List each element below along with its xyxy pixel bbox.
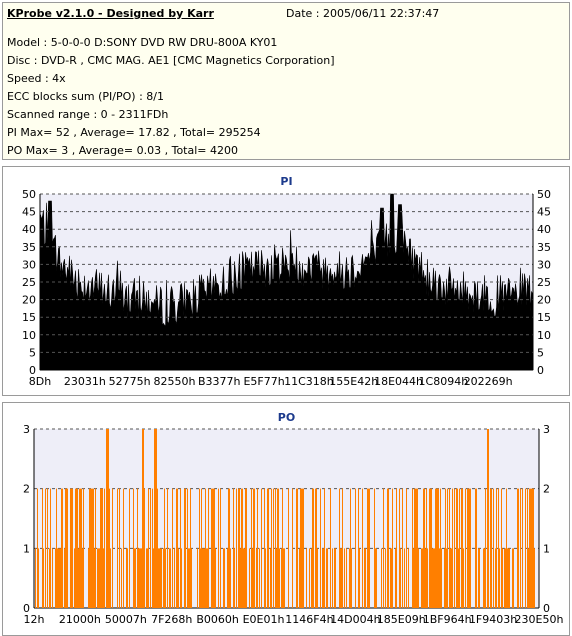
- po-ytick-left: 3: [23, 423, 30, 436]
- po-ytick-left: 1: [23, 542, 30, 555]
- po-chart: PO 0 0 1 1 2 2 3 3 12h 21000h 50007h 7F268h B0060h E0E…: [23, 411, 564, 626]
- info-panel: KProbe v2.1.0 - Designed by Karr Date : …: [2, 2, 570, 160]
- po-chart-title: PO: [278, 411, 295, 424]
- pi-ytick-left: 40: [22, 223, 36, 236]
- pi-ytick-left: 25: [22, 276, 36, 289]
- pi-ytick-right: 30: [537, 258, 551, 271]
- po-xtick: E0E01h: [243, 613, 285, 626]
- po-chart-panel: PO 0 0 1 1 2 2 3 3 12h 21000h 50007h 7F268h B0060h E0E…: [2, 402, 570, 636]
- pi-xtick: 202269h: [464, 375, 513, 388]
- pi-ytick-right: 5: [537, 346, 544, 359]
- info-pi-stats: PI Max= 52 , Average= 17.82 , Total= 295…: [7, 126, 261, 139]
- pi-chart-panel: PI 0 0 5 5 10 10 15 15 20 20 25 25 30 30 35 35 40 40 45 45 50…: [2, 166, 570, 396]
- po-xtick: 14D004h: [330, 613, 380, 626]
- pi-xtick: 23031h: [64, 375, 106, 388]
- pi-ytick-right: 40: [537, 223, 551, 236]
- po-xtick: 1146F4h: [285, 613, 333, 626]
- pi-ytick-left: 30: [22, 258, 36, 271]
- info-model: Model : 5-0-0-0 D:SONY DVD RW DRU-800A K…: [7, 36, 278, 49]
- po-xtick: 230E50h: [515, 613, 564, 626]
- info-range: Scanned range : 0 - 2311FDh: [7, 108, 169, 121]
- po-xtick: 185E09h: [377, 613, 426, 626]
- pi-ytick-left: 45: [22, 206, 36, 219]
- po-xtick: 1BF964h: [423, 613, 472, 626]
- pi-xtick: 82550h: [153, 375, 195, 388]
- pi-chart-title: PI: [280, 175, 292, 188]
- pi-ytick-left: 20: [22, 294, 36, 307]
- pi-xtick: 8Dh: [29, 375, 51, 388]
- pi-ytick-right: 45: [537, 206, 551, 219]
- info-po-stats: PO Max= 3 , Average= 0.03 , Total= 4200: [7, 144, 238, 157]
- scan-date: Date : 2005/06/11 22:37:47: [286, 7, 440, 20]
- pi-ytick-left: 5: [29, 346, 36, 359]
- pi-ytick-right: 25: [537, 276, 551, 289]
- po-xtick: 50007h: [105, 613, 147, 626]
- pi-ytick-left: 50: [22, 188, 36, 201]
- app-title: KProbe v2.1.0 - Designed by Karr: [7, 7, 214, 20]
- po-xtick: 21000h: [59, 613, 101, 626]
- pi-chart: PI 0 0 5 5 10 10 15 15 20 20 25 25 30 30 35 35 40 40 45 45 50…: [22, 175, 551, 388]
- po-xtick: 12h: [24, 613, 45, 626]
- pi-xtick: 1C8094h: [419, 375, 469, 388]
- po-ytick-left: 0: [23, 602, 30, 615]
- pi-xtick: 52775h: [109, 375, 151, 388]
- po-ytick-right: 0: [543, 602, 550, 615]
- po-ytick-right: 2: [543, 483, 550, 496]
- pi-ytick-left: 15: [22, 311, 36, 324]
- pi-xtick: 11C318h: [284, 375, 334, 388]
- info-ecc: ECC blocks sum (PI/PO) : 8/1: [7, 90, 164, 103]
- pi-ytick-right: 35: [537, 241, 551, 254]
- pi-ytick-right: 10: [537, 329, 551, 342]
- po-xtick: B0060h: [196, 613, 239, 626]
- info-speed: Speed : 4x: [7, 72, 66, 85]
- po-xtick: 1F9403h: [469, 613, 517, 626]
- pi-ytick-right: 50: [537, 188, 551, 201]
- po-ytick-left: 2: [23, 483, 30, 496]
- pi-ytick-left: 0: [29, 364, 36, 377]
- po-ytick-right: 3: [543, 423, 550, 436]
- pi-ytick-right: 20: [537, 294, 551, 307]
- pi-ytick-right: 0: [537, 364, 544, 377]
- pi-ytick-right: 15: [537, 311, 551, 324]
- pi-ytick-left: 35: [22, 241, 36, 254]
- pi-xtick: 155E42h: [329, 375, 378, 388]
- pi-xtick: E5F77h: [243, 375, 284, 388]
- po-ytick-right: 1: [543, 542, 550, 555]
- pi-xtick: B3377h: [198, 375, 241, 388]
- info-disc: Disc : DVD-R , CMC MAG. AE1 [CMC Magneti…: [7, 54, 335, 67]
- pi-xtick: 18E044h: [374, 375, 423, 388]
- po-xtick: 7F268h: [151, 613, 192, 626]
- pi-ytick-left: 10: [22, 329, 36, 342]
